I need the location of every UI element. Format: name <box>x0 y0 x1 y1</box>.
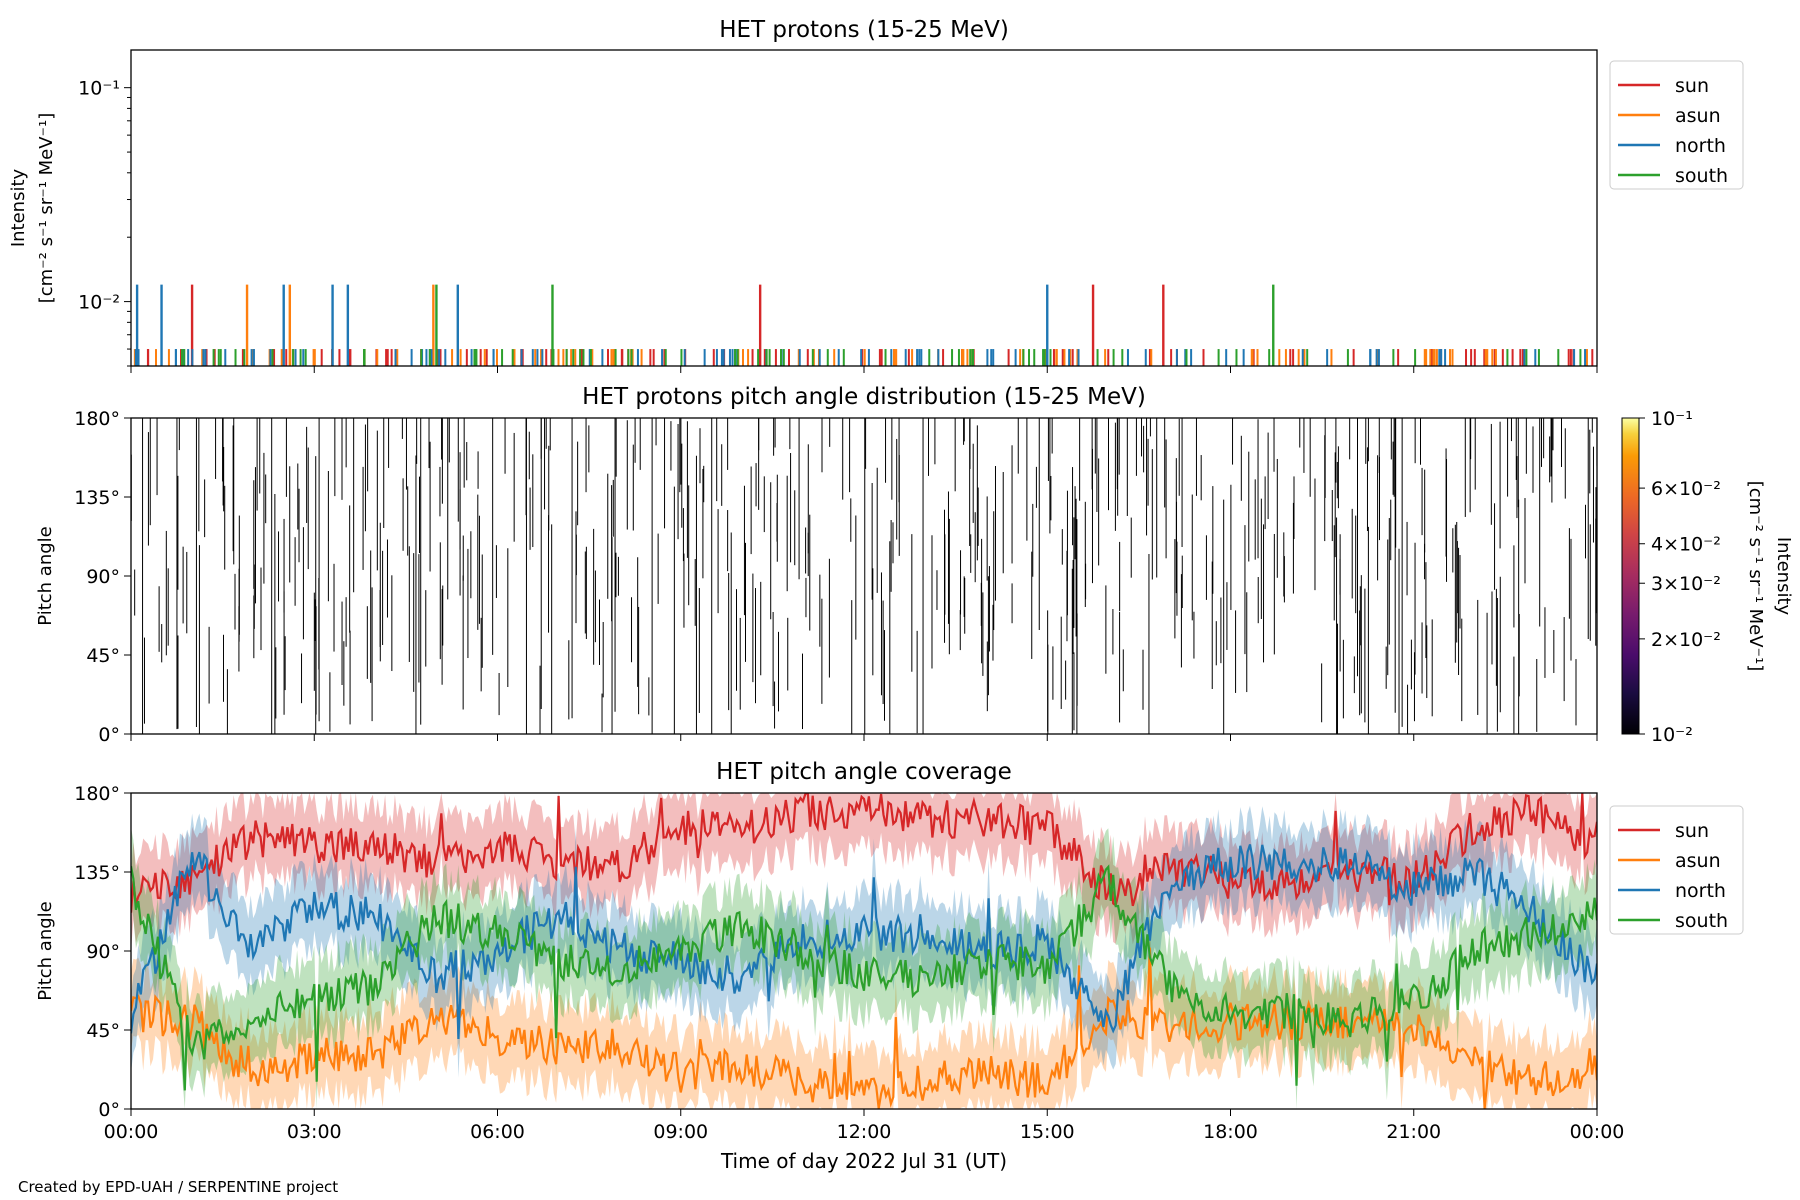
colorbar-label: Intensity [cm⁻² s⁻¹ sr⁻¹ MeV⁻¹] <box>1745 481 1794 672</box>
panel1-frame <box>130 49 1598 367</box>
panel2-data <box>130 418 1598 734</box>
y-tick-label: 180° <box>74 783 120 805</box>
colorbar-tick-label: 4×10⁻² <box>1651 534 1721 556</box>
panel3-ylabel: Pitch angle <box>35 901 56 1000</box>
y-tick-label: 10⁻¹ <box>78 78 120 100</box>
x-tick-label: 21:00 <box>1386 1121 1441 1143</box>
x-tick-label: 00:00 <box>1570 1121 1625 1143</box>
legend-panel3: sun asun north south <box>1609 805 1744 935</box>
legend-label-south: south <box>1675 165 1728 187</box>
x-tick-label: 15:00 <box>1020 1121 1075 1143</box>
panel2-frame <box>130 417 1598 735</box>
panel3-y-ticks: 0° 45° 90° 135° 180° <box>74 783 131 1121</box>
line-asun <box>131 947 1597 1109</box>
colorbar-label-line1: Intensity <box>1773 537 1794 616</box>
panel1-title: HET protons (15-25 MeV) <box>719 17 1009 43</box>
y-tick-label: 10⁻² <box>78 292 120 314</box>
line-south <box>131 864 1597 1091</box>
credit-text: Created by EPD-UAH / SERPENTINE project <box>18 1178 339 1196</box>
x-tick-label: 09:00 <box>653 1121 708 1143</box>
y-tick-label: 45° <box>86 645 120 667</box>
panel-pitch-angle-distribution: HET protons pitch angle distribution (15… <box>35 384 1794 746</box>
y-tick-label: 45° <box>86 1020 120 1042</box>
y-tick-label: 135° <box>74 487 120 509</box>
panel2-y-ticks: 0° 45° 90° 135° 180° <box>74 408 131 746</box>
colorbar <box>1621 417 1640 735</box>
colorbar-tick-label: 2×10⁻² <box>1651 629 1721 651</box>
line-north <box>131 844 1597 1040</box>
colorbar-tick-label: 6×10⁻² <box>1651 478 1721 500</box>
panel1-data <box>133 284 1594 366</box>
x-axis-label: Time of day 2022 Jul 31 (UT) <box>720 1149 1007 1173</box>
legend-label-north: north <box>1675 880 1726 902</box>
panel-pitch-angle-coverage: HET pitch angle coverage 0° 45° 90° 135° 180… <box>35 759 1744 1121</box>
legend-box <box>1609 60 1744 190</box>
y-tick-label: 0° <box>98 724 120 746</box>
legend-box <box>1609 805 1744 935</box>
panel3-data <box>131 793 1597 1109</box>
legend-label-asun: asun <box>1675 105 1721 127</box>
band-sun <box>131 793 1597 952</box>
y-tick-label: 90° <box>86 566 120 588</box>
panel2-title: HET protons pitch angle distribution (15… <box>582 384 1146 410</box>
colorbar-tick-label: 3×10⁻² <box>1651 573 1721 595</box>
y-tick-label: 0° <box>98 1099 120 1121</box>
panel-intensity: HET protons (15-25 MeV) 10⁻¹ 10⁻² Intensi… <box>8 17 1744 367</box>
panel1-y-ticks: 10⁻¹ 10⁻² <box>78 78 131 367</box>
y-tick-label: 180° <box>74 408 120 430</box>
panel1-ylabel-line1: Intensity <box>8 168 29 247</box>
panel3-title: HET pitch angle coverage <box>716 759 1012 785</box>
x-tick-label: 06:00 <box>470 1121 525 1143</box>
panel2-ylabel: Pitch angle <box>35 526 56 625</box>
x-tick-label: 18:00 <box>1203 1121 1258 1143</box>
colorbar-tick-label: 10⁻² <box>1651 724 1693 746</box>
band-asun <box>131 909 1597 1109</box>
x-tick-label: 00:00 <box>104 1121 159 1143</box>
colorbar-label-line2: [cm⁻² s⁻¹ sr⁻¹ MeV⁻¹] <box>1745 481 1766 672</box>
y-tick-label: 135° <box>74 862 120 884</box>
x-tick-label: 03:00 <box>287 1121 342 1143</box>
legend-label-sun: sun <box>1675 75 1709 97</box>
legend-label-asun: asun <box>1675 850 1721 872</box>
x-tick-label: 12:00 <box>837 1121 892 1143</box>
panel1-ylabel: Intensity [cm⁻² s⁻¹ sr⁻¹ MeV⁻¹] <box>8 113 57 304</box>
legend-label-south: south <box>1675 910 1728 932</box>
legend-label-north: north <box>1675 135 1726 157</box>
y-tick-label: 90° <box>86 941 120 963</box>
legend-label-sun: sun <box>1675 820 1709 842</box>
panel1-ylabel-line2: [cm⁻² s⁻¹ sr⁻¹ MeV⁻¹] <box>36 113 57 304</box>
colorbar-ticks: 10⁻¹ 6×10⁻² 4×10⁻² 3×10⁻² 2×10⁻² 10⁻² <box>1639 408 1721 746</box>
panel3-series <box>131 793 1597 1109</box>
band-south <box>131 827 1597 1109</box>
colorbar-tick-label: 10⁻¹ <box>1651 408 1693 430</box>
legend-panel1: sun asun north south <box>1609 60 1744 190</box>
x-axis-ticks: 00:00 03:00 06:00 09:00 12:00 15:00 18:00 21:00… <box>104 366 1625 1143</box>
